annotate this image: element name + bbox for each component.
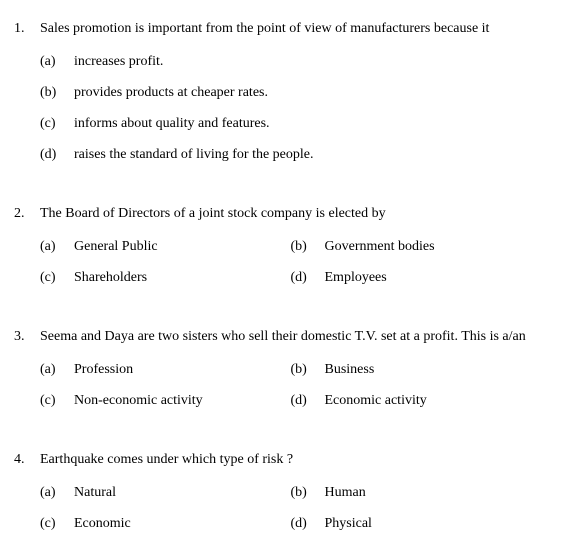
option-label: (a) [40,51,74,72]
option-item: (b)Human [291,482,542,503]
question: 2.The Board of Directors of a joint stoc… [10,203,541,288]
option-item: (d)Physical [291,513,542,534]
question-header: 2.The Board of Directors of a joint stoc… [10,203,541,224]
question-number: 1. [10,18,40,39]
option-row: (c)informs about quality and features. [10,113,541,134]
question-header: 1.Sales promotion is important from the … [10,18,541,39]
option-label: (b) [40,82,74,103]
option-row: (a)General Public(b)Government bodies [10,236,541,257]
option-item: (b)Government bodies [291,236,542,257]
option-text: Physical [325,513,542,534]
option-row: (a)increases profit. [10,51,541,72]
question-stem: Earthquake comes under which type of ris… [40,449,541,470]
option-item: (a)increases profit. [40,51,541,72]
option-item: (b)provides products at cheaper rates. [40,82,541,103]
options: (a)General Public(b)Government bodies(c)… [10,236,541,288]
option-item: (d)Economic activity [291,390,542,411]
question-stem: The Board of Directors of a joint stock … [40,203,541,224]
option-text: provides products at cheaper rates. [74,82,541,103]
option-text: Non-economic activity [74,390,291,411]
option-row: (c)Economic(d)Physical [10,513,541,534]
option-item: (a)General Public [40,236,291,257]
question: 4.Earthquake comes under which type of r… [10,449,541,534]
option-label: (a) [40,482,74,503]
option-item: (a)Natural [40,482,291,503]
option-row: (b)provides products at cheaper rates. [10,82,541,103]
option-text: Economic [74,513,291,534]
option-row: (a)Profession(b)Business [10,359,541,380]
option-text: informs about quality and features. [74,113,541,134]
option-row: (a)Natural(b)Human [10,482,541,503]
question-header: 4.Earthquake comes under which type of r… [10,449,541,470]
option-item: (c)informs about quality and features. [40,113,541,134]
option-text: increases profit. [74,51,541,72]
option-row: (c)Shareholders(d)Employees [10,267,541,288]
option-text: Profession [74,359,291,380]
option-item: (b)Business [291,359,542,380]
option-text: Government bodies [325,236,542,257]
options: (a)Natural(b)Human(c)Economic(d)Physical [10,482,541,534]
option-label: (a) [40,236,74,257]
options: (a)increases profit.(b)provides products… [10,51,541,165]
question-number: 2. [10,203,40,224]
option-item: (c)Non-economic activity [40,390,291,411]
question-number: 4. [10,449,40,470]
option-label: (d) [291,513,325,534]
option-label: (a) [40,359,74,380]
option-label: (b) [291,236,325,257]
option-item: (d)raises the standard of living for the… [40,144,541,165]
option-item: (c)Shareholders [40,267,291,288]
option-row: (c)Non-economic activity(d)Economic acti… [10,390,541,411]
option-text: Employees [325,267,542,288]
option-item: (c)Economic [40,513,291,534]
option-label: (b) [291,359,325,380]
question-number: 3. [10,326,40,347]
option-item: (a)Profession [40,359,291,380]
option-text: Business [325,359,542,380]
question: 1.Sales promotion is important from the … [10,18,541,165]
option-text: General Public [74,236,291,257]
option-label: (d) [291,390,325,411]
question-stem: Sales promotion is important from the po… [40,18,541,39]
option-label: (c) [40,390,74,411]
option-text: raises the standard of living for the pe… [74,144,541,165]
question-list: 1.Sales promotion is important from the … [10,18,541,534]
option-label: (c) [40,513,74,534]
question-stem: Seema and Daya are two sisters who sell … [40,326,541,347]
option-text: Economic activity [325,390,542,411]
option-item: (d)Employees [291,267,542,288]
question: 3.Seema and Daya are two sisters who sel… [10,326,541,411]
option-text: Shareholders [74,267,291,288]
option-text: Human [325,482,542,503]
option-label: (b) [291,482,325,503]
options: (a)Profession(b)Business(c)Non-economic … [10,359,541,411]
option-row: (d)raises the standard of living for the… [10,144,541,165]
option-text: Natural [74,482,291,503]
option-label: (d) [40,144,74,165]
option-label: (d) [291,267,325,288]
option-label: (c) [40,113,74,134]
option-label: (c) [40,267,74,288]
question-header: 3.Seema and Daya are two sisters who sel… [10,326,541,347]
